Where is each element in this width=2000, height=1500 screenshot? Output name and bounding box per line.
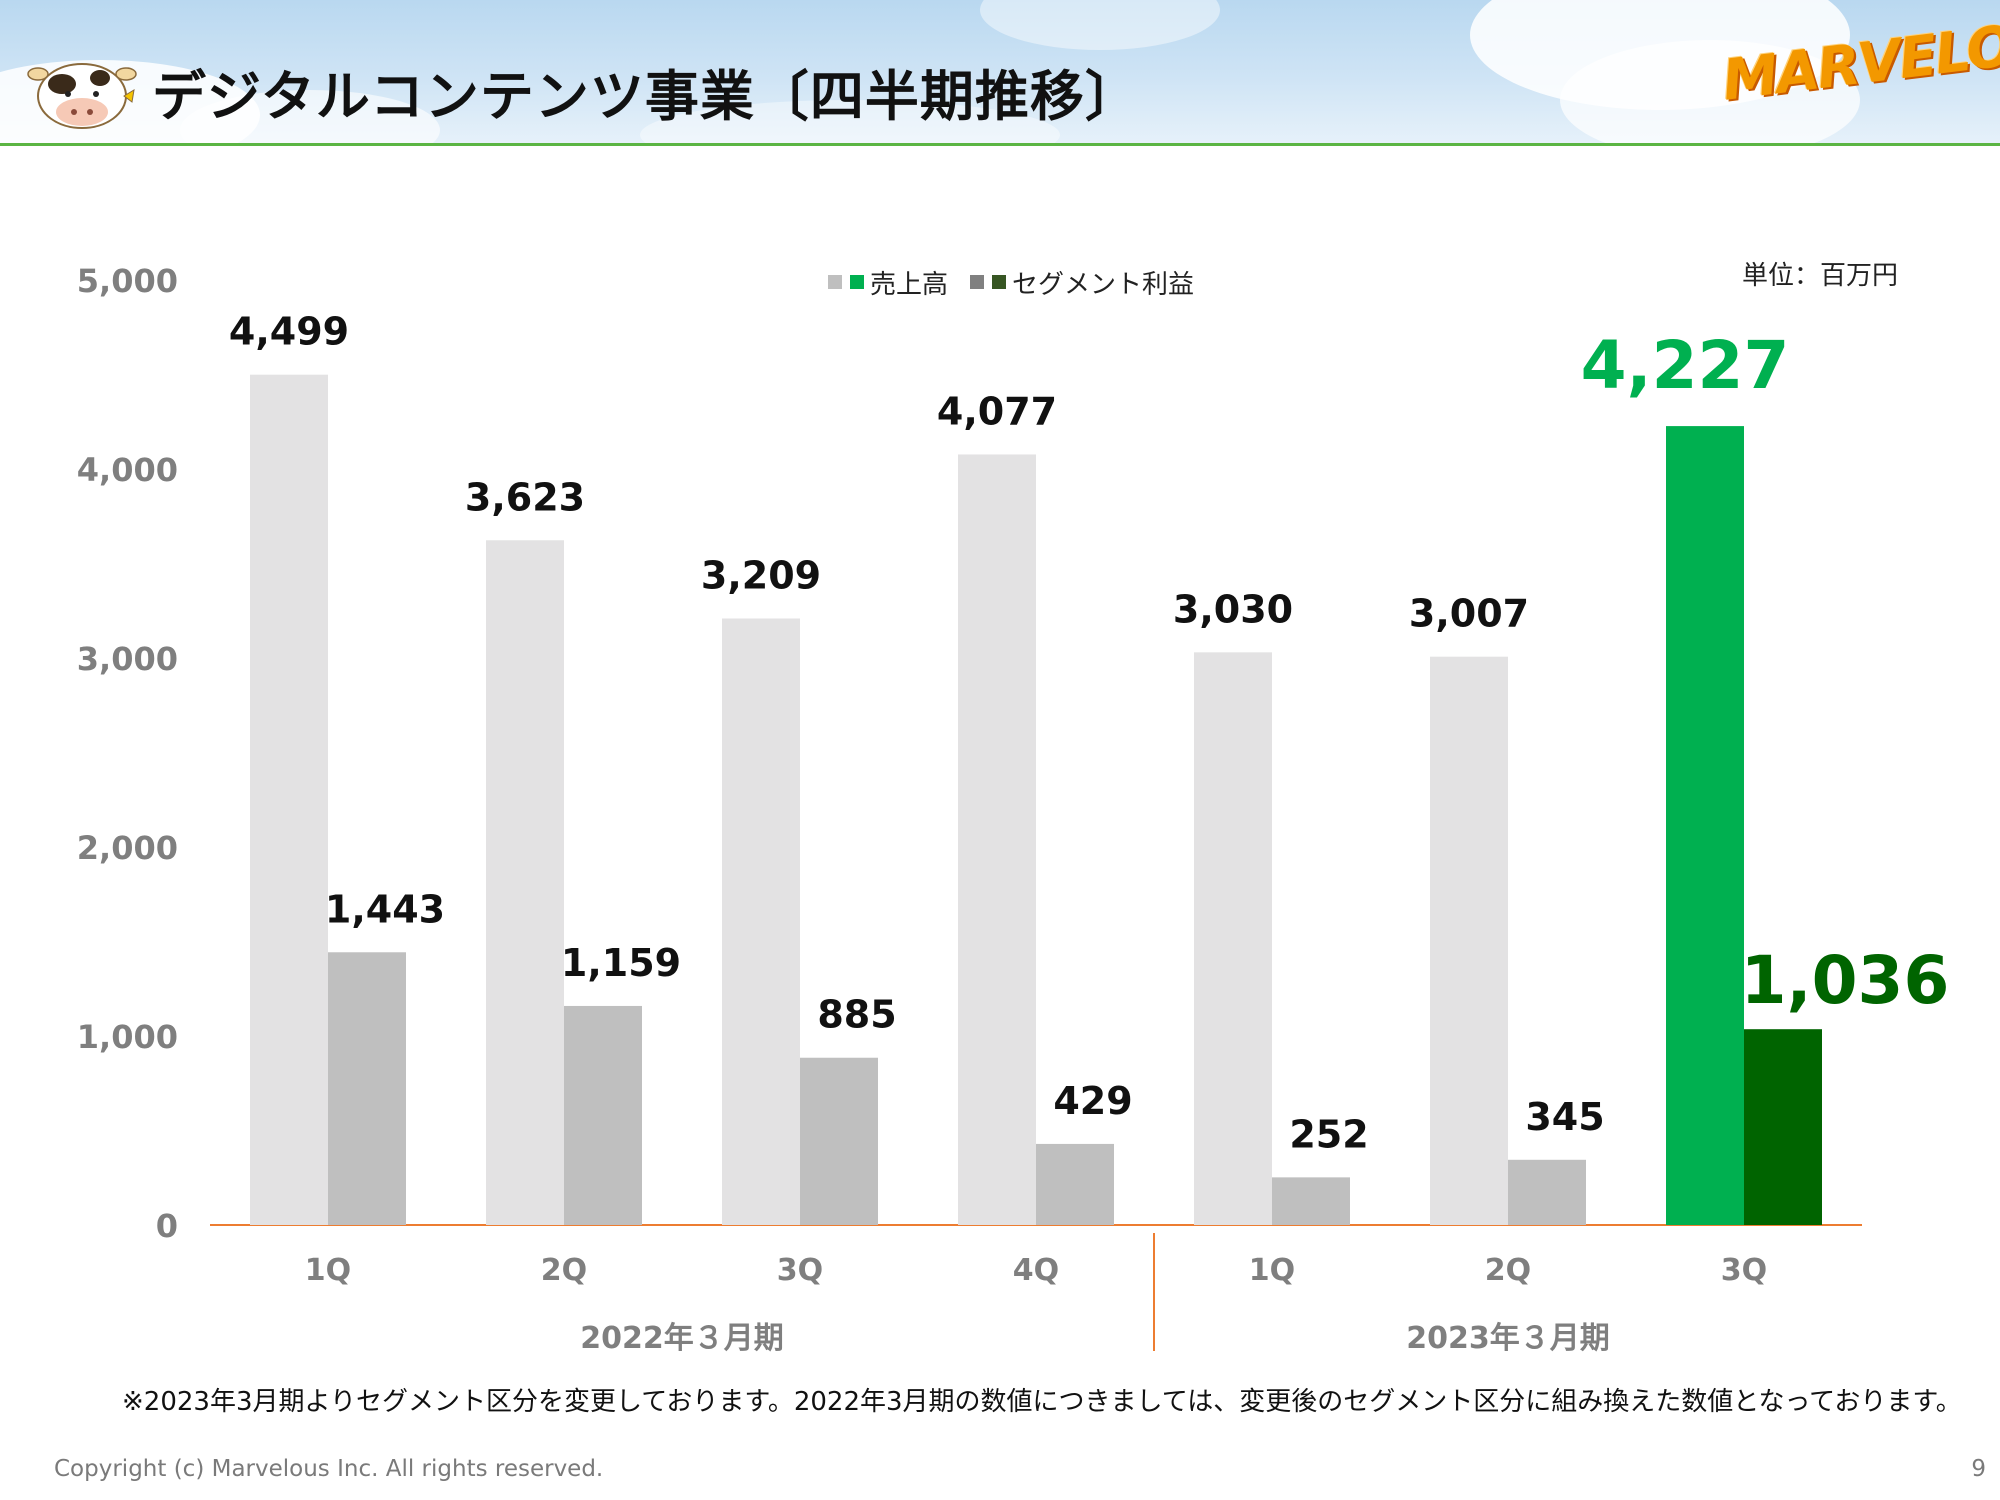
bar-sales	[1666, 426, 1744, 1225]
bar-sales	[250, 374, 328, 1226]
bar-profit	[800, 1057, 878, 1225]
footnote: ※2023年3月期よりセグメント区分を変更しております。2022年3月期の数値に…	[122, 1387, 1962, 1417]
legend-swatch-sales-gray	[828, 275, 842, 289]
page-number: 9	[1971, 1456, 1986, 1482]
data-label-sales: 4,227	[1581, 327, 1790, 404]
data-label-profit: 1,443	[325, 887, 445, 931]
data-label-profit: 345	[1525, 1095, 1604, 1139]
copyright: Copyright (c) Marvelous Inc. All rights …	[54, 1456, 604, 1482]
x-tick-label: 3Q	[777, 1253, 823, 1288]
unit-label: 単位：百万円	[1742, 261, 1899, 291]
data-label-sales: 3,209	[701, 553, 821, 597]
page-title: デジタルコンテンツ事業〔四半期推移〕	[152, 65, 1140, 128]
bar-profit	[1272, 1177, 1350, 1225]
x-tick-label: 1Q	[1249, 1253, 1295, 1288]
data-label-profit: 429	[1053, 1079, 1132, 1123]
bar-profit	[1508, 1159, 1586, 1225]
header-divider	[0, 143, 2000, 146]
y-tick-label: 0	[156, 1207, 178, 1245]
y-tick-label: 3,000	[77, 640, 178, 678]
legend-swatch-profit-green	[992, 275, 1007, 289]
legend-label-sales: 売上高	[870, 269, 949, 300]
x-group-label: 2022年３月期	[580, 1321, 784, 1356]
data-label-sales: 4,499	[229, 310, 349, 354]
legend-label-profit: セグメント利益	[1012, 269, 1195, 300]
legend-swatch-profit-gray	[970, 275, 985, 289]
data-label-sales: 3,007	[1409, 592, 1529, 636]
x-group-label: 2023年３月期	[1406, 1321, 1610, 1356]
bar-sales	[486, 540, 564, 1225]
bar-profit	[328, 952, 406, 1225]
x-tick-label: 2Q	[541, 1253, 587, 1288]
x-tick-label: 4Q	[1013, 1253, 1059, 1288]
slide-header	[0, 0, 2000, 143]
bar-sales	[722, 618, 800, 1225]
data-label-sales: 3,623	[465, 475, 585, 519]
cow-mascot-icon	[27, 63, 137, 129]
bar-sales	[958, 454, 1036, 1225]
data-label-profit: 1,036	[1741, 942, 1950, 1019]
legend-item-sales: 売上高	[828, 264, 948, 301]
bar-profit	[1036, 1143, 1114, 1225]
data-label-sales: 3,030	[1173, 587, 1293, 631]
y-tick-label: 1,000	[77, 1018, 178, 1056]
data-label-profit: 252	[1289, 1112, 1368, 1156]
x-tick-label: 3Q	[1721, 1253, 1767, 1288]
bar-sales	[1194, 652, 1272, 1225]
chart-legend: 売上高 セグメント利益	[828, 264, 1216, 301]
y-tick-label: 5,000	[77, 262, 178, 300]
bar-profit	[564, 1005, 642, 1225]
y-tick-label: 4,000	[77, 451, 178, 489]
x-tick-label: 2Q	[1485, 1253, 1531, 1288]
legend-item-profit: セグメント利益	[970, 264, 1194, 301]
data-label-profit: 1,159	[561, 941, 681, 985]
data-label-sales: 4,077	[937, 389, 1057, 433]
data-label-profit: 885	[817, 993, 896, 1037]
x-tick-label: 1Q	[305, 1253, 351, 1288]
bar-sales	[1430, 656, 1508, 1225]
y-tick-label: 2,000	[77, 829, 178, 867]
legend-swatch-sales-green	[850, 275, 864, 289]
bar-profit	[1744, 1029, 1822, 1225]
